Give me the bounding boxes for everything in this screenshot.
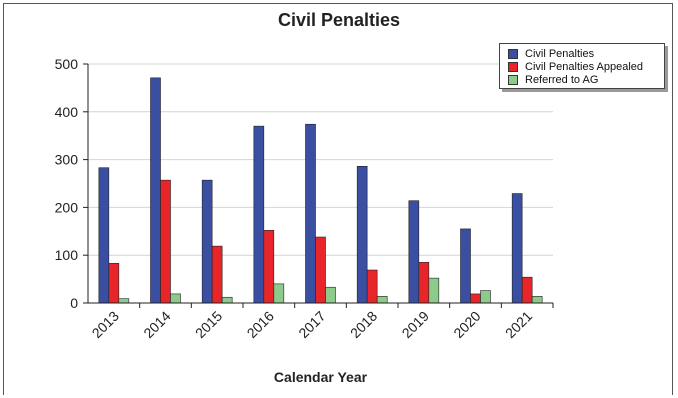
legend-item-civil-penalties: Civil Penalties bbox=[508, 47, 664, 60]
bar-2021-series-1 bbox=[521, 276, 533, 304]
legend-swatch bbox=[508, 48, 518, 59]
x-tick-label: 2013 bbox=[89, 308, 122, 341]
bar-2020-series-1 bbox=[470, 293, 481, 304]
x-tick-label: 2014 bbox=[140, 308, 173, 341]
y-tick-label: 500 bbox=[55, 56, 79, 72]
y-tick-label: 200 bbox=[55, 199, 79, 215]
bar-2014-series-0 bbox=[150, 77, 161, 304]
legend-item-civil-penalties-appealed: Civil Penalties Appealed bbox=[508, 60, 664, 73]
bar-2018-series-2 bbox=[376, 296, 388, 304]
bar-2015-series-0 bbox=[201, 179, 213, 304]
legend-swatch bbox=[508, 74, 518, 85]
y-tick-label: 0 bbox=[70, 295, 78, 311]
legend-swatch bbox=[508, 61, 518, 72]
bar-2019-series-0 bbox=[408, 200, 420, 304]
bar-2019-series-2 bbox=[428, 277, 440, 304]
x-tick-label: 2020 bbox=[450, 308, 483, 341]
x-tick-label: 2015 bbox=[192, 308, 225, 341]
y-tick-label: 100 bbox=[55, 247, 79, 263]
bar-2015-series-1 bbox=[211, 245, 223, 304]
bar-2018-series-0 bbox=[356, 165, 368, 304]
x-tick-label: 2016 bbox=[244, 308, 277, 341]
bar-2013-series-0 bbox=[98, 167, 110, 304]
bar-2013-series-1 bbox=[108, 263, 120, 304]
bar-2016-series-2 bbox=[273, 283, 285, 304]
bar-2020-series-0 bbox=[460, 228, 471, 304]
legend-label: Civil Penalties bbox=[525, 47, 595, 60]
bar-2016-series-1 bbox=[263, 230, 275, 304]
legend: Civil Penalties Civil Penalties Appealed… bbox=[499, 43, 665, 89]
bar-2018-series-1 bbox=[366, 269, 378, 304]
x-tick-label: 2018 bbox=[347, 308, 380, 341]
x-tick-label: 2021 bbox=[502, 308, 535, 341]
bar-2021-series-2 bbox=[531, 296, 543, 304]
bar-2015-series-2 bbox=[221, 296, 233, 304]
bar-2021-series-0 bbox=[511, 193, 523, 304]
bar-2019-series-1 bbox=[418, 262, 430, 304]
bar-2013-series-2 bbox=[118, 298, 130, 304]
bar-2014-series-1 bbox=[160, 179, 171, 304]
bars bbox=[98, 77, 543, 304]
bar-2017-series-0 bbox=[305, 123, 316, 304]
x-tick-label: 2019 bbox=[399, 308, 432, 341]
bar-2014-series-2 bbox=[170, 293, 181, 304]
bar-2017-series-1 bbox=[315, 236, 326, 304]
bar-2020-series-2 bbox=[480, 290, 491, 304]
bar-2016-series-0 bbox=[253, 125, 265, 304]
y-tick-label: 400 bbox=[55, 104, 79, 120]
legend-label: Civil Penalties Appealed bbox=[525, 60, 644, 73]
x-axis-title: Calendar Year bbox=[273, 369, 368, 385]
bar-2017-series-2 bbox=[325, 286, 336, 304]
y-tick-label: 300 bbox=[55, 152, 79, 168]
chart-title: Civil Penalties bbox=[277, 10, 401, 30]
legend-item-referred-to-ag: Referred to AG bbox=[508, 73, 664, 86]
axes bbox=[83, 63, 554, 308]
x-tick-label: 2017 bbox=[295, 308, 328, 341]
legend-label: Referred to AG bbox=[525, 73, 599, 86]
